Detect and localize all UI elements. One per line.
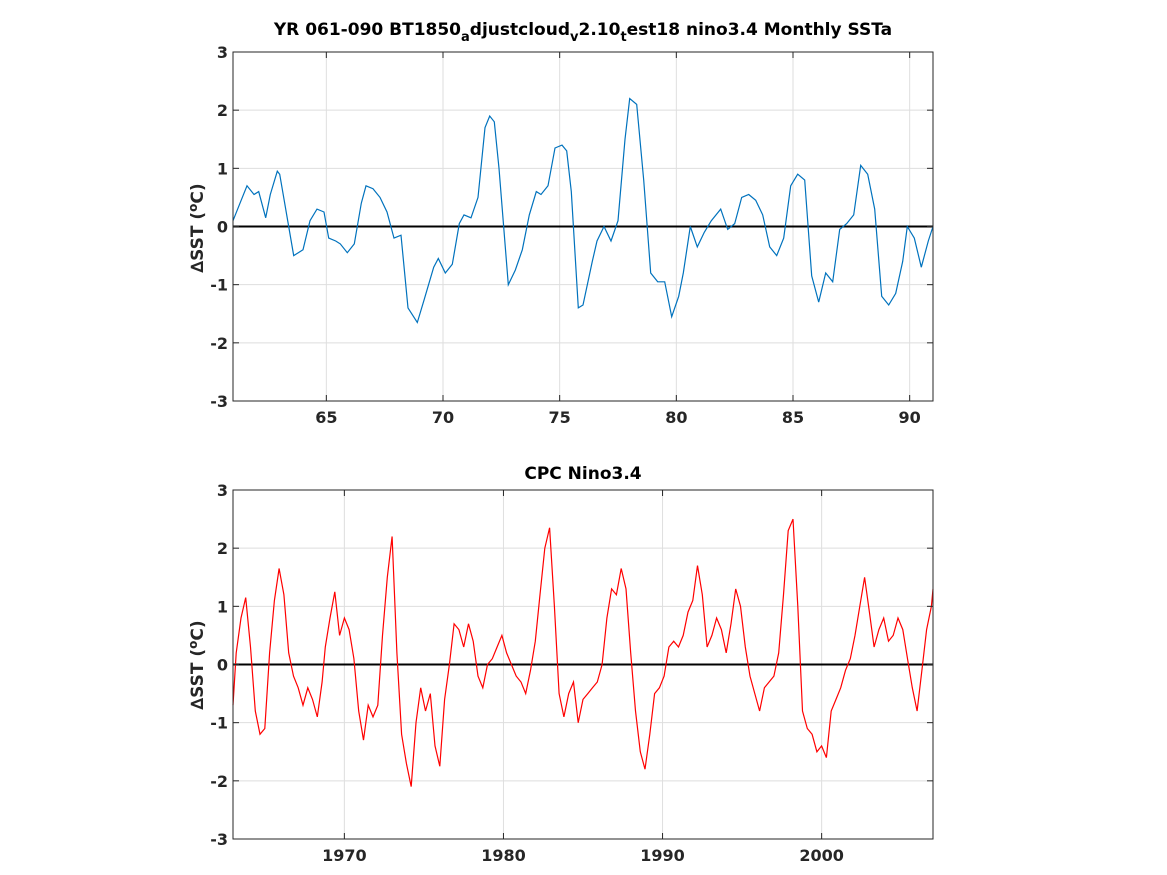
top-y-tick-label: -3: [210, 392, 228, 411]
bottom-x-tick-label: 2000: [799, 846, 844, 865]
top-y-tick-label: 2: [217, 101, 228, 120]
top-y-tick-label: -1: [210, 276, 228, 295]
top-x-tick-label: 90: [899, 408, 921, 427]
top-y-tick-label: 1: [217, 159, 228, 178]
bottom-y-tick-label: 2: [217, 539, 228, 558]
bottom-y-tick-label: 1: [217, 597, 228, 616]
bottom-series-line: [232, 518, 934, 787]
bottom-y-tick-label: 3: [217, 481, 228, 500]
bottom-chart-title: CPC Nino3.4: [524, 464, 641, 484]
bottom-y-tick-label: -3: [210, 830, 228, 849]
top-chart-title: YR 061-090 BT1850adjustcloudv2.10test18 …: [273, 20, 892, 45]
top-x-tick-label: 65: [315, 408, 337, 427]
bottom-y-tick-label: -1: [210, 714, 228, 733]
top-x-tick-label: 70: [432, 408, 454, 427]
top-ylabel: ∆SST (oC): [186, 183, 208, 272]
bottom-ylabel: ∆SST (oC): [186, 620, 208, 709]
bottom-x-tick-label: 1990: [640, 846, 685, 865]
bottom-x-tick-label: 1970: [322, 846, 367, 865]
bottom-chart: CPC Nino3.4 1970 1980 1990 2000 -3 -2 -1 0 1 2 3 ∆…: [186, 464, 934, 865]
top-ticks: 65 70 75 80 85 90 -3 -2 -1 0 1 2 3: [210, 43, 933, 427]
top-x-tick-label: 80: [665, 408, 687, 427]
top-x-tick-label: 85: [782, 408, 804, 427]
top-chart: YR 061-090 BT1850adjustcloudv2.10test18 …: [186, 20, 934, 427]
top-y-tick-label: 3: [217, 43, 228, 62]
top-y-tick-label: 0: [217, 218, 228, 237]
top-series-line: [232, 97, 934, 324]
bottom-x-tick-label: 1980: [481, 846, 526, 865]
top-x-tick-label: 75: [549, 408, 571, 427]
bottom-ticks: 1970 1980 1990 2000 -3 -2 -1 0 1 2 3: [210, 481, 933, 865]
bottom-y-tick-label: 0: [217, 656, 228, 675]
top-y-tick-label: -2: [210, 334, 228, 353]
bottom-y-tick-label: -2: [210, 772, 228, 791]
